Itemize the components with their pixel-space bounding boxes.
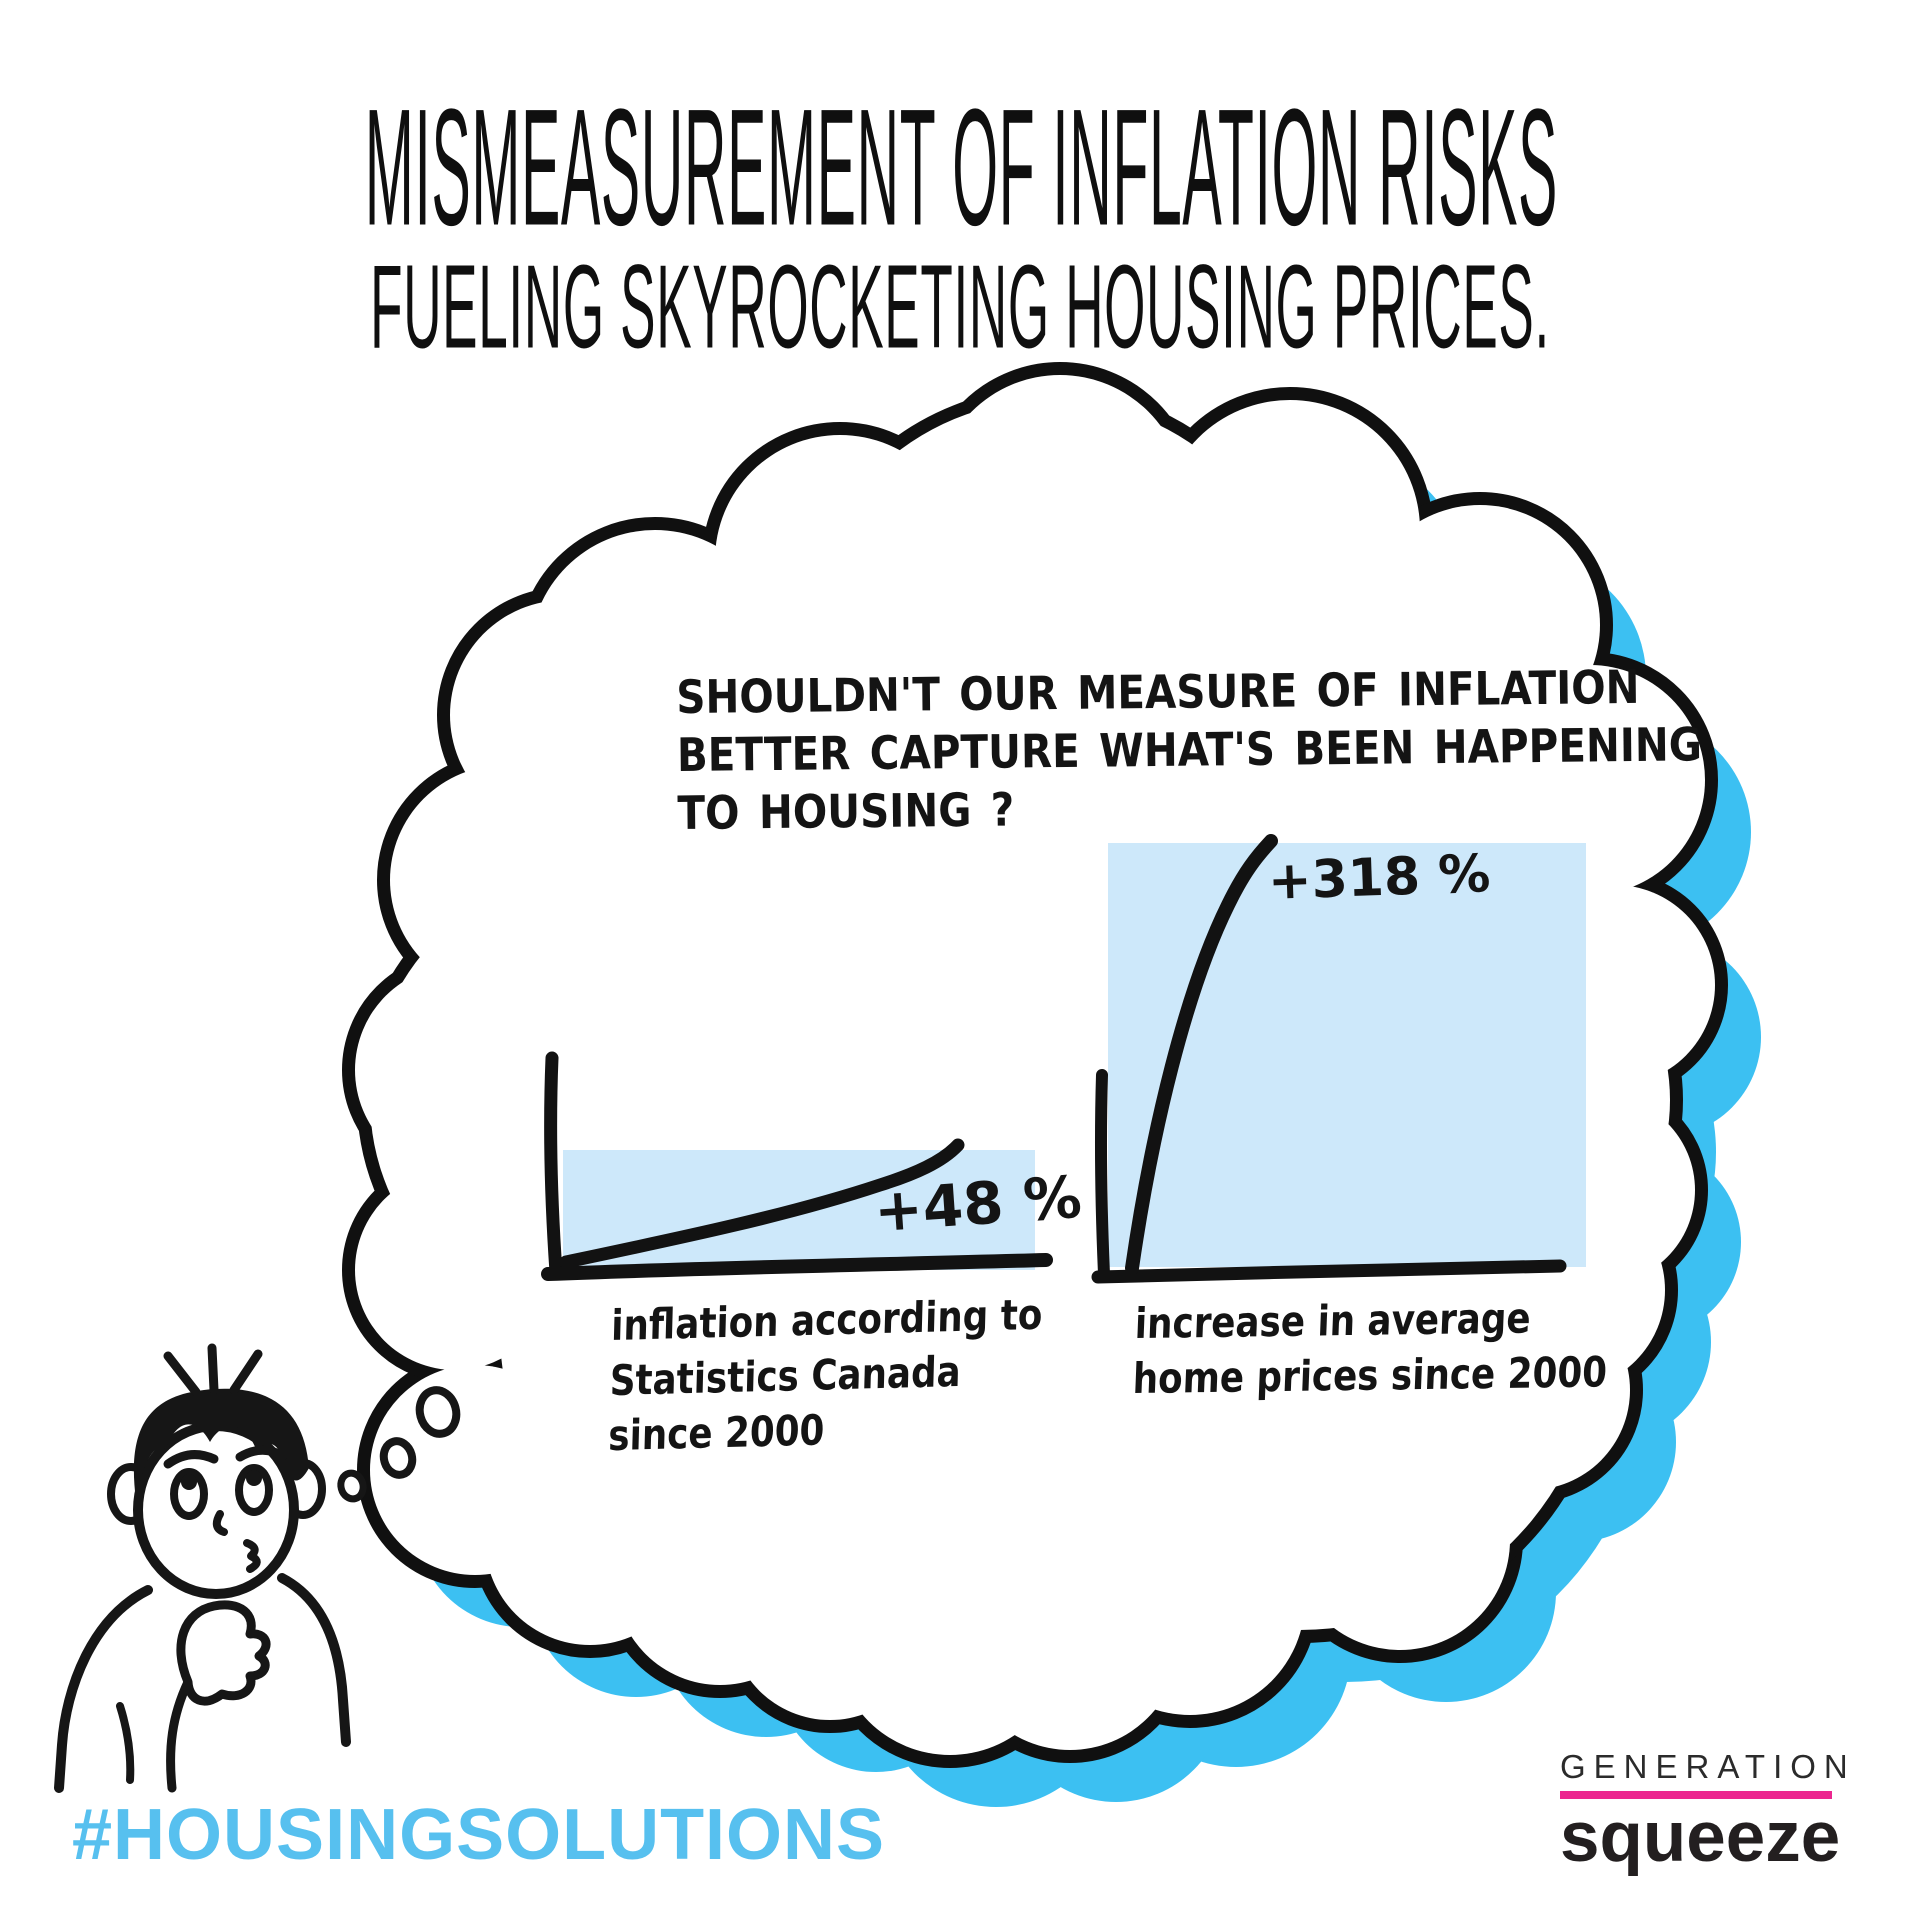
inflation-chart-x-axis [541, 1253, 1053, 1281]
hashtag-text: #HOUSINGSOLUTIONS [72, 1795, 886, 1875]
inflation-caption-line-1: inflation according to [610, 1289, 1043, 1351]
person-right-pupil [246, 1470, 262, 1486]
inflation-chart-figure [541, 1051, 1053, 1281]
inflation-trend-line [559, 1138, 965, 1269]
generation-squeeze-logo: GENERATION squeeze [1560, 1748, 1856, 1877]
logo-pink-bar [1560, 1791, 1832, 1799]
thought-bubble-question: SHOULDN'T OUR MEASURE OF INFLATION BETTE… [676, 657, 1703, 842]
thought-trail-bubbles [337, 1386, 461, 1503]
person-left-pupil [181, 1474, 197, 1490]
person-left-arm [54, 1585, 153, 1793]
person-hand [176, 1600, 271, 1706]
person-sleeve-line [166, 1677, 193, 1793]
home-price-caption-line-1: increase in average [1134, 1293, 1532, 1349]
question-line-3: TO HOUSING ? [677, 782, 1015, 840]
person-left-eyebrow [163, 1450, 219, 1469]
person-right-eyebrow [235, 1445, 288, 1462]
title-line-2: FUELING SKYROCKETING HOUSING PRICES. [370, 239, 1550, 374]
thinking-person-illustration [54, 1343, 351, 1793]
home-price-caption-line-2: home prices since 2000 [1131, 1347, 1609, 1404]
logo-squeeze-text: squeeze [1560, 1798, 1841, 1877]
inflation-value-label: +48 % [871, 1162, 1084, 1246]
person-mouth [243, 1539, 261, 1573]
person-nose [212, 1510, 228, 1536]
person-hair [133, 1388, 309, 1500]
home-price-chart-y-axis [1094, 1069, 1110, 1280]
home-price-chart-figure [1091, 834, 1586, 1284]
home-price-chart-caption: increase in average home prices since 20… [1132, 1289, 1610, 1406]
inflation-caption-line-3: since 2000 [607, 1405, 826, 1461]
title-line-1: MISMEASUREMENT OF INFLATION RISKS [364, 75, 1558, 262]
inflation-chart-caption: inflation according to Statistics Canada… [608, 1287, 1043, 1463]
home-price-chart-area-fill [1108, 843, 1586, 1267]
question-line-1: SHOULDN'T OUR MEASURE OF INFLATION [676, 659, 1640, 724]
person-sleeve-fold [116, 1702, 135, 1784]
inflation-chart-y-axis [544, 1051, 563, 1279]
home-price-value-label: +318 % [1267, 844, 1492, 912]
person-hair-spikes [163, 1343, 263, 1397]
question-line-2: BETTER CAPTURE WHAT'S BEEN HAPPENING [676, 717, 1703, 782]
logo-generation-text: GENERATION [1560, 1748, 1856, 1785]
home-price-chart-x-axis [1091, 1259, 1567, 1284]
home-price-trend-line [1125, 834, 1278, 1275]
person-right-shoulder [277, 1573, 351, 1747]
